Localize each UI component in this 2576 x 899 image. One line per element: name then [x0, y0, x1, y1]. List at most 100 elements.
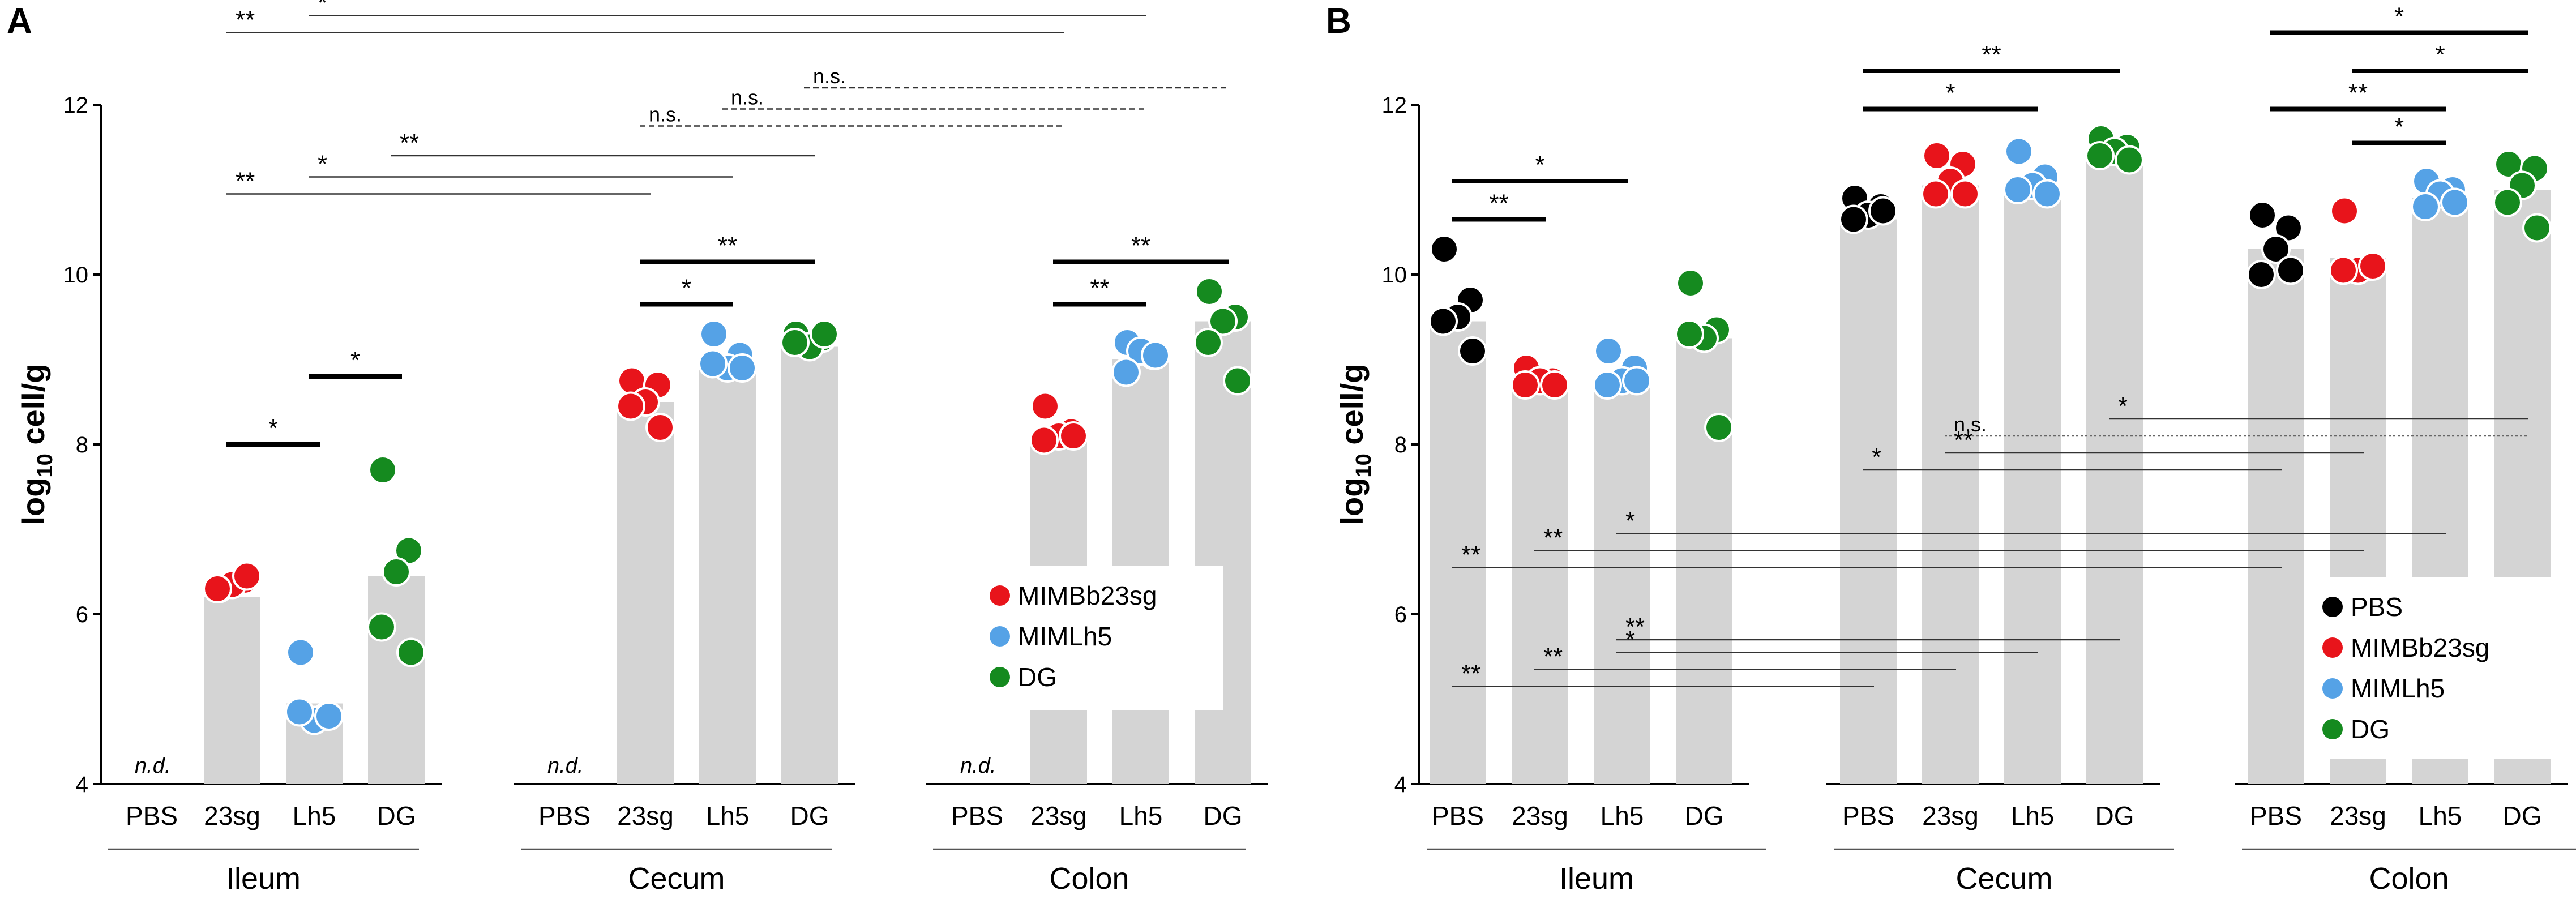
- data-point: [2261, 234, 2291, 264]
- data-point: [367, 612, 396, 642]
- legend-label: DG: [2351, 714, 2390, 744]
- legend-marker: [2322, 597, 2343, 617]
- data-point: [1839, 204, 1868, 234]
- data-point: [780, 328, 810, 357]
- x-tick-label: PBS: [538, 801, 590, 830]
- legend-marker: [2322, 719, 2343, 739]
- data-point: [368, 455, 397, 485]
- sig-label: *: [350, 346, 360, 374]
- data-point: [2115, 145, 2144, 175]
- sig-label: *: [682, 275, 691, 302]
- data-point: [2276, 255, 2305, 285]
- data-point: [2246, 260, 2276, 289]
- data-point: [616, 391, 645, 421]
- data-point: [1510, 370, 1540, 400]
- data-point: [698, 349, 728, 379]
- x-tick-label: PBS: [1842, 801, 1894, 830]
- sig-label: **: [1954, 426, 1973, 454]
- data-point: [1458, 336, 1487, 366]
- sig-label: **: [1489, 190, 1508, 217]
- data-point: [2440, 187, 2470, 217]
- legend-label: MIMLh5: [1018, 622, 1112, 651]
- data-point: [1195, 277, 1224, 306]
- sig-label: *: [1535, 151, 1544, 179]
- data-point: [1428, 306, 1458, 336]
- x-tick-label: Lh5: [2011, 801, 2055, 830]
- data-point: [2003, 175, 2032, 204]
- group-ileum: n.d. PBS 23sg Lh5 DG Ileum * *: [101, 346, 442, 896]
- data-point: [2004, 136, 2034, 166]
- data-point: [645, 413, 675, 442]
- sig-label: *: [2394, 113, 2404, 141]
- y-tick-label: 12: [1382, 93, 1407, 118]
- bar: [2004, 190, 2061, 784]
- data-point: [1540, 370, 1569, 400]
- x-tick-label: 23sg: [617, 801, 674, 830]
- x-tick-label: DG: [1204, 801, 1243, 830]
- y-tick-label: 10: [1382, 263, 1407, 288]
- not-detected-label: n.d.: [135, 754, 170, 778]
- x-tick-label: DG: [1685, 801, 1724, 830]
- data-point: [2358, 251, 2387, 281]
- group-label: Ileum: [226, 862, 301, 896]
- data-point: [2493, 187, 2522, 217]
- data-point: [382, 557, 411, 587]
- data-point: [2248, 200, 2277, 230]
- data-point: [314, 701, 344, 731]
- legend-label: MIMBb23sg: [2351, 633, 2489, 662]
- not-detected-label: n.d.: [547, 754, 583, 778]
- sig-label: *: [2394, 3, 2404, 31]
- data-point: [1675, 319, 1704, 349]
- bar: [699, 363, 756, 784]
- x-tick-label: DG: [2095, 801, 2134, 830]
- data-point: [285, 697, 314, 727]
- data-point: [396, 637, 426, 667]
- x-tick-label: 23sg: [204, 801, 260, 830]
- group-colon: n.d. PBS 23sg Lh5 DG Colon ** **: [926, 232, 1268, 896]
- bar: [1594, 380, 1650, 784]
- sig-label: *: [318, 151, 327, 178]
- legend-marker: [990, 667, 1010, 687]
- y-axis-label: log10 cell/g: [15, 364, 57, 525]
- sig-label: *: [1625, 507, 1635, 535]
- legend-label: DG: [1018, 662, 1057, 692]
- data-point: [1622, 366, 1651, 396]
- sig-label: *: [1625, 626, 1635, 654]
- bar: [204, 597, 260, 784]
- sig-label: **: [400, 129, 419, 157]
- x-tick-label: PBS: [951, 801, 1003, 830]
- sig-label: *: [1872, 443, 1881, 471]
- y-tick-label: 10: [63, 263, 89, 288]
- legend-marker: [2322, 637, 2343, 658]
- legend-marker: [990, 626, 1010, 647]
- data-point: [1193, 328, 1223, 357]
- legend: MIMBb23sg MIMLh5 DG: [983, 566, 1223, 710]
- data-point: [2329, 255, 2358, 285]
- data-point: [203, 574, 232, 603]
- y-tick-label: 4: [1394, 772, 1407, 797]
- x-tick-label: 23sg: [1030, 801, 1087, 830]
- y-axis-label: log10 cell/g: [1334, 364, 1376, 525]
- not-detected-label: n.d.: [960, 754, 996, 778]
- sig-label: **: [1543, 524, 1563, 552]
- sig-label: *: [268, 414, 278, 442]
- legend-background: [983, 566, 1223, 710]
- group-label: Ileum: [1559, 862, 1634, 896]
- sig-label: **: [718, 232, 737, 260]
- data-point: [232, 561, 262, 591]
- legend-label: PBS: [2351, 592, 2403, 622]
- data-point: [1921, 179, 1950, 209]
- x-tick-label: Lh5: [2419, 801, 2462, 830]
- data-point: [1868, 196, 1898, 226]
- data-point: [2085, 141, 2115, 170]
- panel-letter: A: [7, 2, 32, 41]
- group-label: Colon: [1049, 862, 1129, 896]
- sig-label: **: [2348, 79, 2368, 107]
- data-point: [2032, 179, 2062, 209]
- data-point: [699, 319, 729, 349]
